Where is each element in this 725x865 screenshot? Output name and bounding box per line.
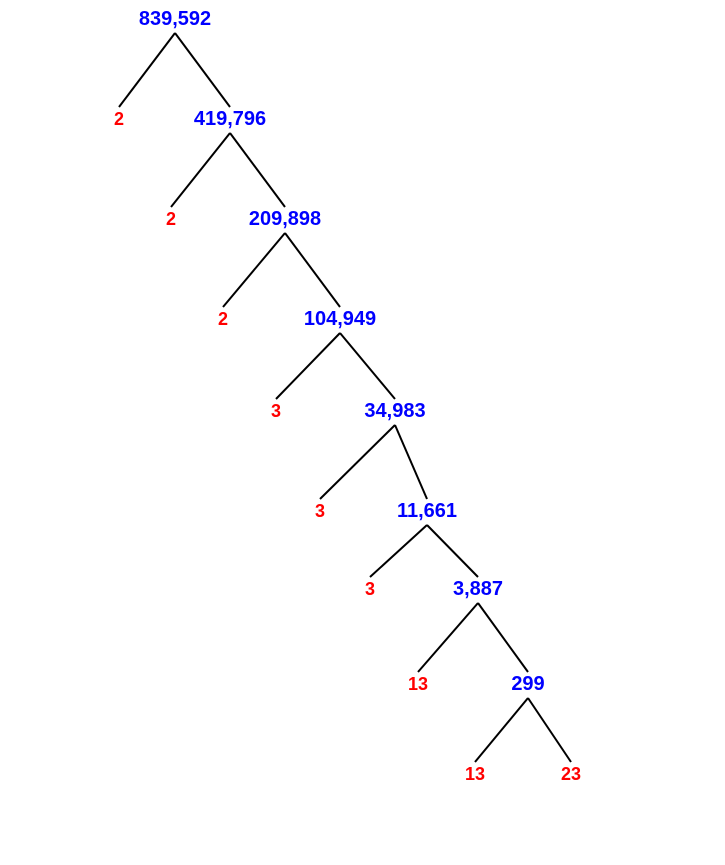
dividend-label: 11,661 (397, 500, 457, 522)
divisor-label: 3 (315, 501, 325, 521)
branch-line (418, 603, 478, 672)
divisor-label: 2 (166, 209, 176, 229)
branch-line (528, 698, 571, 762)
branch-line (475, 698, 528, 762)
branch-line (175, 33, 230, 107)
branch-line (119, 33, 175, 107)
divisor-label: 13 (465, 764, 485, 784)
dividend-label: 209,898 (249, 208, 321, 230)
branch-line (230, 133, 285, 207)
branch-line (478, 603, 528, 672)
branch-line (285, 233, 340, 307)
divisor-label: 2 (218, 309, 228, 329)
branch-line (171, 133, 230, 207)
branch-line (276, 333, 340, 399)
dividend-label: 3,887 (453, 578, 503, 600)
divisor-label: 13 (408, 674, 428, 694)
dividend-label: 419,796 (194, 108, 266, 130)
branch-line (370, 525, 427, 577)
branch-line (427, 525, 478, 577)
branch-line (320, 425, 395, 499)
divisor-label: 2 (114, 109, 124, 129)
factor-tree-diagram: 2223331313839,592419,796209,898104,94934… (0, 0, 725, 865)
divisor-label: 3 (365, 579, 375, 599)
dividend-label: 23 (561, 764, 581, 784)
divisor-label: 3 (271, 401, 281, 421)
branch-line (340, 333, 395, 399)
dividend-label: 839,592 (139, 8, 211, 30)
branch-line (395, 425, 427, 499)
dividend-label: 104,949 (304, 308, 376, 330)
dividend-label: 299 (511, 673, 544, 695)
dividend-label: 34,983 (364, 400, 425, 422)
branch-line (223, 233, 285, 307)
